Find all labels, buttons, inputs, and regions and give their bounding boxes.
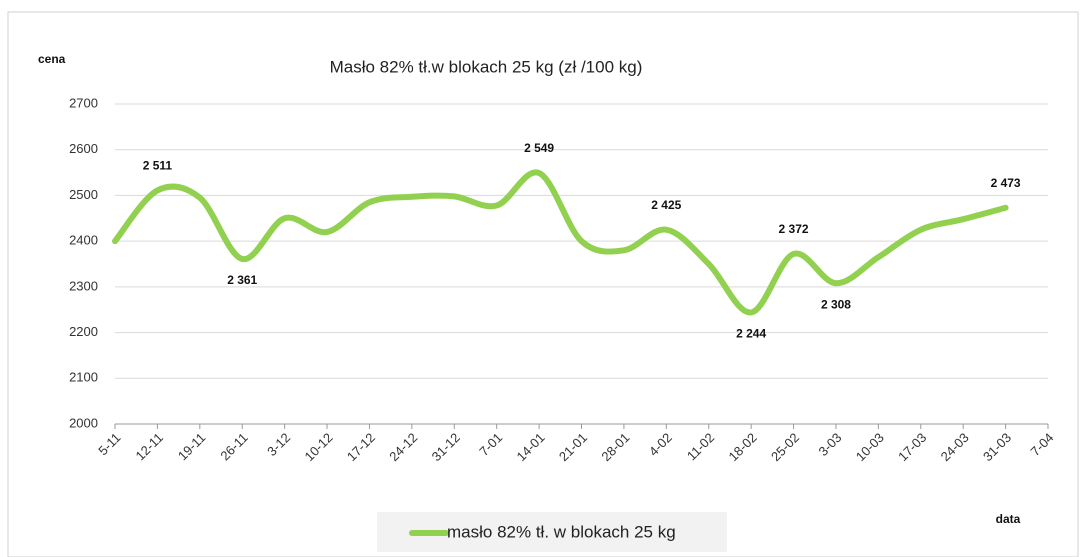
y-tick-label: 2500 <box>69 187 98 202</box>
data-label: 2 473 <box>991 176 1021 190</box>
data-label: 2 549 <box>524 141 554 155</box>
data-label: 2 511 <box>143 159 173 173</box>
data-label: 2 308 <box>821 297 851 311</box>
y-tick-label: 2300 <box>69 278 98 293</box>
chart-title: Masło 82% tł.w blokach 25 kg (zł /100 kg… <box>330 57 643 76</box>
x-axis-label: data <box>996 512 1021 526</box>
y-tick-label: 2100 <box>69 370 98 385</box>
legend-label: masło 82% tł. w blokach 25 kg <box>447 522 676 541</box>
y-tick-label: 2200 <box>69 324 98 339</box>
data-label: 2 425 <box>651 198 681 212</box>
data-label: 2 361 <box>227 273 257 287</box>
data-label: 2 372 <box>779 222 809 236</box>
line <box>112 169 1009 316</box>
y-axis-label: cena <box>38 52 66 66</box>
y-tick-label: 2000 <box>69 415 98 430</box>
y-tick-label: 2600 <box>69 141 98 156</box>
chart-frame <box>7 11 1079 557</box>
y-tick-label: 2400 <box>69 233 98 248</box>
y-tick-label: 2700 <box>69 95 98 110</box>
data-label: 2 244 <box>736 327 766 341</box>
